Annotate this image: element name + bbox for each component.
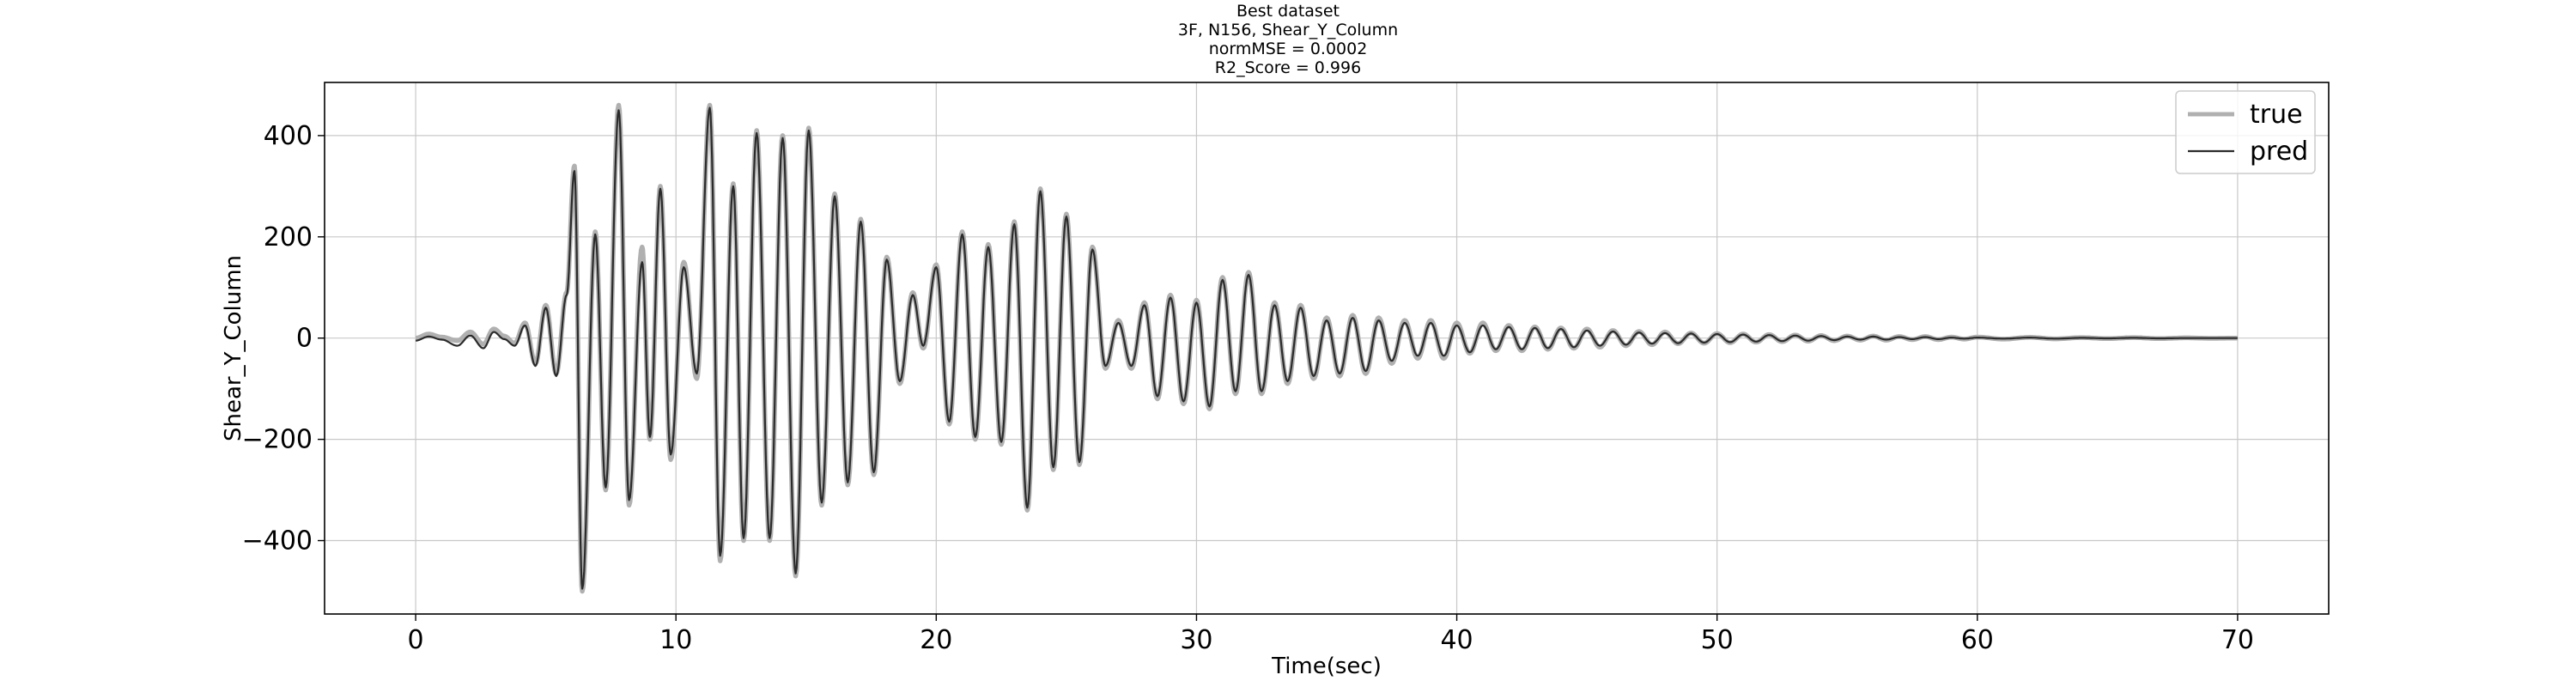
y-tick-label: 200	[264, 222, 313, 252]
series-true-line	[414, 102, 2239, 594]
legend-pred-label: pred	[2250, 137, 2308, 167]
x-tick-label: 50	[1701, 625, 1734, 655]
x-tick-label: 30	[1180, 625, 1212, 655]
y-axis-label: Shear_Y_Column	[221, 255, 246, 441]
x-axis-label: Time(sec)	[1271, 654, 1382, 679]
chart-subtitle-1: 3F, N156, Shear_Y_Column	[1177, 21, 1399, 40]
series-layer	[414, 102, 2239, 594]
ticks: 0 10 20 30 40 50 60 70 −400 −200 0 200 400	[242, 121, 2254, 655]
x-tick-label: 70	[2221, 625, 2254, 655]
legend-box	[2175, 90, 2316, 174]
plot-frame	[324, 82, 2330, 615]
x-tick-label: 60	[1961, 625, 1994, 655]
x-tick-label: 20	[920, 625, 952, 655]
series-pred-line	[416, 106, 2238, 590]
y-tick-label: 0	[296, 324, 313, 354]
x-tick-label: 0	[408, 625, 424, 655]
y-tick-label: −200	[242, 425, 313, 455]
legend-true-label: true	[2250, 100, 2303, 130]
chart-title: Best dataset	[1236, 2, 1340, 21]
y-tick-label: −400	[242, 526, 313, 556]
y-tick-label: 400	[264, 121, 313, 151]
x-tick-label: 40	[1440, 625, 1473, 655]
chart-subtitle-2: normMSE = 0.0002	[1208, 40, 1368, 58]
legend: true pred	[2175, 90, 2316, 174]
chart-subtitle-3: R2_Score = 0.996	[1214, 58, 1362, 77]
x-tick-label: 10	[659, 625, 692, 655]
